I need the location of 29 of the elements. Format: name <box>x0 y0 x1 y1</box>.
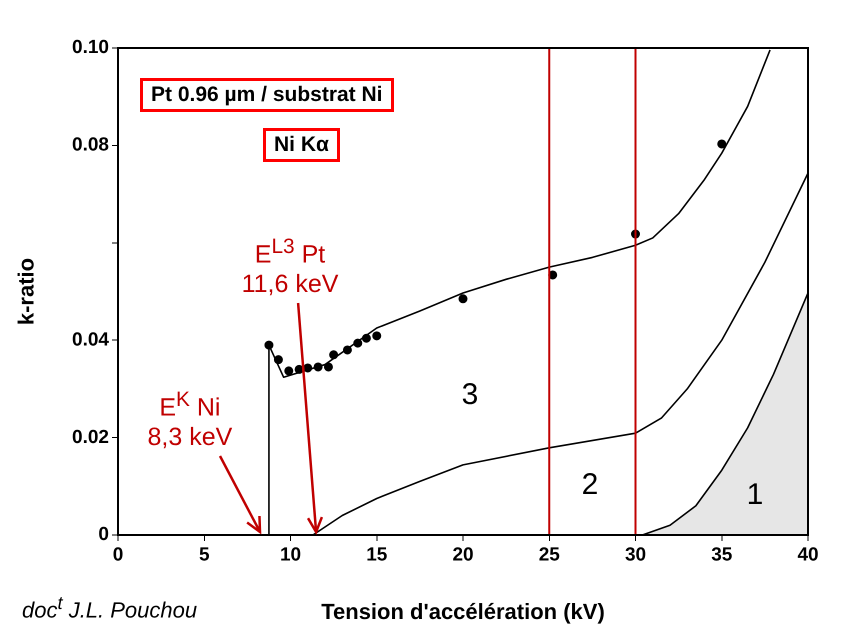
annotation: E$^{K}$ Ni 8,3 keV <box>148 388 232 452</box>
annotation: E$^{L3}$ Pt 11,6 keV <box>242 235 338 300</box>
text: doc$^{t}$ J.L. Pouchou <box>22 592 198 624</box>
point <box>458 294 468 304</box>
annotation: 3 <box>462 378 478 412</box>
x-tick-label: 25 <box>538 544 560 566</box>
annotation: Pt 0.96 µm / substrat Ni <box>140 78 394 112</box>
x-tick-label: 0 <box>112 544 124 566</box>
annotation: 2 <box>582 468 598 502</box>
y-tick-label: 0.08 <box>72 134 109 156</box>
x-tick-label: 20 <box>452 544 474 566</box>
point <box>717 139 726 148</box>
x-tick-label: 35 <box>711 544 733 566</box>
x-tick-label: 40 <box>797 544 819 566</box>
y-tick-label: 0.10 <box>72 37 109 58</box>
y-axis-title: k-ratio <box>13 258 38 326</box>
y-tick-label: 0 <box>98 524 109 546</box>
x-tick-label: 30 <box>624 544 646 566</box>
y-tick-label: 0.02 <box>72 426 109 448</box>
x-tick-label: 5 <box>198 544 210 566</box>
point <box>284 366 294 376</box>
x-axis-title: Tension d'accélération (kV) <box>321 598 605 624</box>
point <box>324 362 333 372</box>
x-tick-label: 15 <box>366 544 388 566</box>
annotation: Ni Kα <box>263 128 340 162</box>
x-tick-label: 10 <box>280 544 302 566</box>
point <box>372 331 382 340</box>
annotation: 1 <box>746 478 764 512</box>
y-tick-label: 0.04 <box>72 329 110 350</box>
